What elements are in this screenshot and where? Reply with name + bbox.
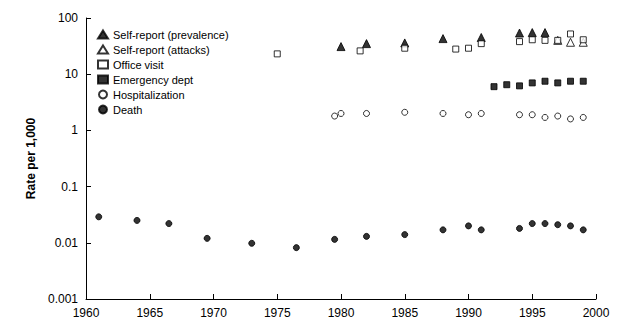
svg-text:Emergency dept: Emergency dept	[113, 74, 193, 86]
svg-text:0.01: 0.01	[55, 236, 79, 250]
svg-text:1970: 1970	[200, 306, 227, 320]
svg-text:1980: 1980	[328, 306, 355, 320]
svg-text:Self-report (prevalence): Self-report (prevalence)	[113, 29, 229, 41]
svg-text:1990: 1990	[455, 306, 482, 320]
svg-text:1960: 1960	[73, 306, 100, 320]
svg-text:1975: 1975	[264, 306, 291, 320]
svg-text:Death: Death	[113, 104, 142, 116]
svg-text:1965: 1965	[136, 306, 163, 320]
svg-text:1985: 1985	[391, 306, 418, 320]
svg-text:0.1: 0.1	[61, 180, 78, 194]
svg-text:100: 100	[58, 11, 78, 25]
svg-text:10: 10	[65, 67, 79, 81]
svg-text:0.001: 0.001	[48, 292, 78, 306]
svg-text:1995: 1995	[519, 306, 546, 320]
svg-text:Self-report (attacks): Self-report (attacks)	[113, 44, 210, 56]
svg-text:Office visit: Office visit	[113, 59, 164, 71]
svg-text:Rate per 1,000: Rate per 1,000	[24, 117, 38, 199]
svg-text:Hospitalization: Hospitalization	[113, 89, 185, 101]
svg-text:2000: 2000	[583, 306, 610, 320]
svg-text:1: 1	[71, 123, 78, 137]
